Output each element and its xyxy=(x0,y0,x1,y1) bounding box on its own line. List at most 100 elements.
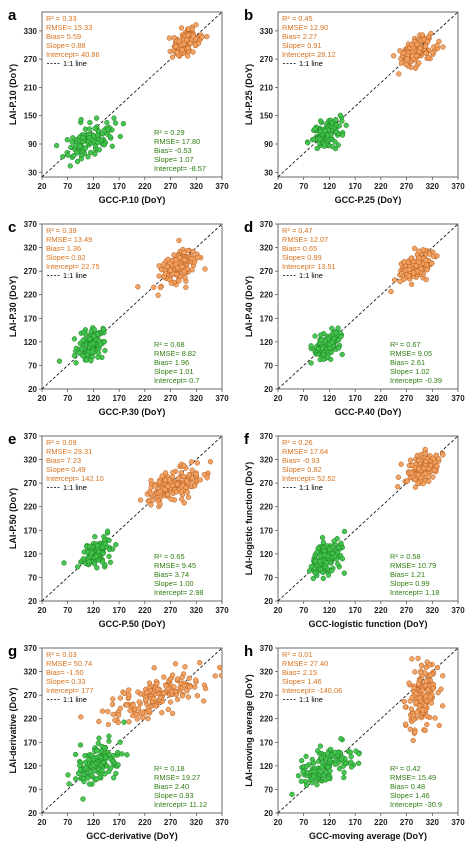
x-tick-label: 20 xyxy=(38,818,47,827)
green-point xyxy=(74,158,81,165)
orange-point xyxy=(143,697,149,703)
orange-point xyxy=(430,685,436,692)
x-axis-label: GCC-moving average (DoY) xyxy=(309,831,427,841)
y-axis-label: LAI-logistic function (DoY) xyxy=(244,462,254,575)
orange-point xyxy=(201,698,207,704)
green-point xyxy=(53,142,60,149)
orange-point xyxy=(172,661,179,667)
orange-point xyxy=(157,284,164,291)
y-tick-label: 120 xyxy=(260,762,274,771)
green-point xyxy=(310,575,316,582)
green-point xyxy=(339,556,346,562)
green-point xyxy=(91,333,97,339)
green-point xyxy=(86,781,93,787)
green-point xyxy=(91,561,98,567)
panel-letter: e xyxy=(8,431,16,448)
x-axis-label: GCC-logistic function (DoY) xyxy=(309,619,428,629)
green-point xyxy=(80,135,86,141)
green-point xyxy=(107,559,114,565)
green-point xyxy=(343,760,349,767)
stats-orange-line: RMSE= 27.40 xyxy=(282,659,328,668)
orange-point xyxy=(144,689,150,695)
orange-point xyxy=(161,690,167,696)
orange-point xyxy=(179,47,185,53)
green-point xyxy=(83,765,89,771)
green-point xyxy=(87,543,93,549)
green-point xyxy=(115,762,121,768)
orange-point xyxy=(396,71,402,77)
green-point xyxy=(335,325,341,331)
x-tick-label: 120 xyxy=(323,182,337,191)
orange-point xyxy=(173,489,180,495)
orange-point xyxy=(171,252,177,258)
green-point xyxy=(312,333,318,339)
panel-letter: g xyxy=(8,643,17,660)
orange-point xyxy=(407,457,414,463)
orange-point xyxy=(187,40,194,47)
y-tick-label: 370 xyxy=(24,432,38,441)
orange-point xyxy=(137,691,144,697)
green-point xyxy=(322,128,328,134)
y-axis-label: LAI-moving average (DoY) xyxy=(244,674,254,787)
legend-label: 1:1 line xyxy=(63,483,87,492)
green-point xyxy=(94,132,101,138)
legend-label: 1:1 line xyxy=(299,271,323,280)
panel-e: e 20 70 120 170 220 270 320 370 20 70 120 170 220 270 3… xyxy=(8,431,229,629)
green-point xyxy=(289,791,295,798)
orange-point xyxy=(126,691,132,698)
orange-point xyxy=(207,459,214,465)
stats-orange-line: Slope= 0.99 xyxy=(282,253,322,262)
orange-point xyxy=(411,245,418,252)
green-point xyxy=(319,345,326,351)
orange-point xyxy=(408,470,415,476)
stats-orange-line: Bias= 1.36 xyxy=(46,244,81,253)
orange-point xyxy=(426,662,433,668)
orange-point xyxy=(150,497,156,503)
x-tick-label: 120 xyxy=(87,182,101,191)
x-tick-label: 370 xyxy=(215,394,229,403)
y-tick-label: 270 xyxy=(260,691,274,700)
green-point xyxy=(124,752,130,758)
green-point xyxy=(102,541,108,547)
stats-green-line: Slope= 0.99 xyxy=(390,579,430,588)
stats-green-line: Intercept= 0.7 xyxy=(154,376,199,385)
orange-point xyxy=(171,35,177,41)
stats-orange-line: Slope= 0.92 xyxy=(46,253,86,262)
orange-point xyxy=(438,686,444,692)
x-tick-label: 220 xyxy=(138,606,152,615)
green-point xyxy=(81,329,87,336)
green-point xyxy=(66,781,72,787)
green-point xyxy=(308,360,314,366)
green-point xyxy=(80,796,86,802)
panel-letter: c xyxy=(8,219,16,236)
orange-point xyxy=(146,708,152,714)
stats-green-line: R² = 0.58 xyxy=(390,552,421,561)
green-point xyxy=(333,329,339,336)
green-point xyxy=(83,357,89,363)
y-tick-label: 30 xyxy=(264,168,273,177)
orange-point xyxy=(414,41,420,47)
panel-h: h 20 70 120 170 220 270 320 370 20 70 120 170 220 270 3… xyxy=(244,643,465,841)
y-tick-label: 210 xyxy=(260,83,274,92)
stats-orange-line: Intercept= 28.12 xyxy=(282,50,336,59)
y-tick-label: 220 xyxy=(260,503,274,512)
green-point xyxy=(320,356,327,362)
orange-point xyxy=(168,280,175,286)
panel-d: d 20 70 120 170 220 270 320 370 20 70 120 170 220 270 3… xyxy=(244,219,465,417)
orange-point xyxy=(395,484,401,490)
orange-point xyxy=(186,675,192,681)
x-tick-label: 270 xyxy=(400,394,414,403)
stats-orange-line: RMSE= 29.31 xyxy=(46,447,92,456)
y-tick-label: 330 xyxy=(260,27,274,36)
green-point xyxy=(298,778,304,784)
green-point xyxy=(113,542,119,548)
green-point xyxy=(325,751,331,757)
orange-point xyxy=(404,56,410,62)
green-point xyxy=(343,122,349,128)
green-point xyxy=(317,558,323,565)
orange-point xyxy=(78,714,84,720)
green-point xyxy=(68,144,74,150)
green-point xyxy=(347,749,353,755)
orange-point xyxy=(419,687,426,693)
green-point xyxy=(64,137,70,143)
